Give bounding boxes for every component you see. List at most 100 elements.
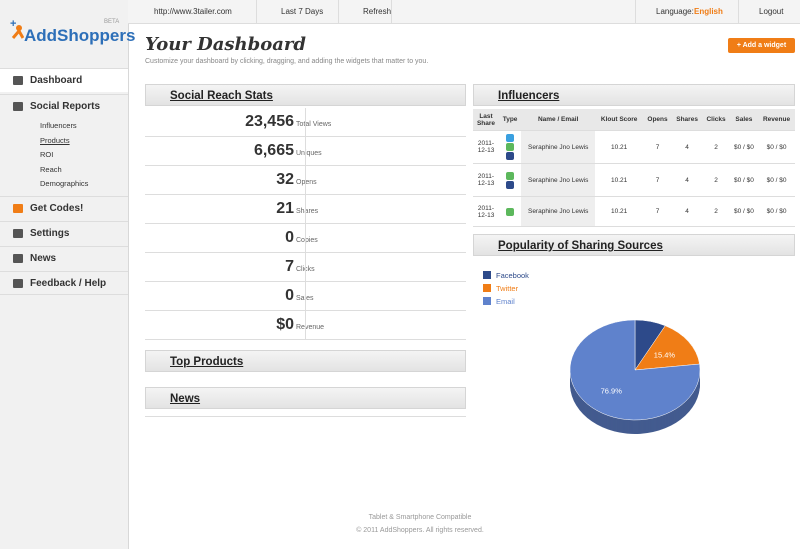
type-cell [499, 130, 522, 164]
nav-subitem[interactable]: Reach [40, 165, 62, 174]
svg-text:+: + [10, 18, 16, 30]
beta-badge: BETA [104, 19, 120, 25]
table-cell: $0 / $0 [758, 196, 795, 227]
panel-header: Top Products [145, 350, 466, 372]
type-icon [506, 171, 515, 180]
topbar: http://www.3tailer.com Last 7 Days Refre… [128, 0, 800, 24]
table-cell: 2 [702, 130, 730, 164]
table-cell: 10.21 [595, 163, 644, 197]
nav-subitem[interactable]: Influencers [40, 121, 77, 130]
stat-value: 6,665 [253, 142, 294, 159]
stat-label: Revenue [296, 324, 325, 331]
nav-item[interactable]: Settings [0, 221, 128, 245]
nav-item[interactable]: News [0, 246, 128, 270]
column-header: Klout Score [595, 109, 644, 131]
nav-icon [13, 204, 23, 213]
type-cell [499, 196, 522, 227]
table-cell: 2011-12-13 [473, 163, 499, 197]
table-cell: 10.21 [595, 130, 644, 164]
table-cell: 2 [702, 163, 730, 197]
nav-icon [13, 76, 23, 85]
stat-value: 32 [276, 171, 294, 188]
panel-header: Social Reach Stats [145, 84, 466, 106]
table-cell: $0 / $0 [729, 196, 759, 227]
nav-item[interactable]: Feedback / Help [0, 271, 128, 295]
column-header: Clicks [702, 109, 730, 131]
footer-text: © 2011 AddShoppers. All rights reserved. [356, 527, 484, 534]
table-cell: 4 [671, 196, 703, 227]
table-header-row: Last Share Type Name / Email Klout Score Ope… [473, 109, 795, 131]
table-cell: $0 / $0 [729, 130, 759, 164]
table-cell: 2 [702, 196, 730, 227]
site-url[interactable]: http://www.3tailer.com [154, 7, 232, 16]
divider [635, 0, 636, 23]
page-title: Your Dashboard [145, 34, 306, 55]
panel-header: Popularity of Sharing Sources [473, 234, 795, 256]
type-icon [506, 207, 515, 216]
table-cell: $0 / $0 [758, 163, 795, 197]
table-row: 2011-12-13 Seraphine Jno Lewis 10.21 7 4 2 $0 … [473, 163, 795, 197]
pie-slice [569, 319, 701, 421]
divider [738, 0, 739, 23]
column-header: Shares [671, 109, 703, 131]
divider [145, 416, 466, 417]
table-row: 2011-12-13 Seraphine Jno Lewis 10.21 7 4 2 $0 … [473, 196, 795, 227]
legend-label: Facebook [496, 271, 529, 280]
stat-label: Shares [296, 208, 319, 215]
stat-label: Opens [296, 179, 317, 186]
nav-icon [13, 229, 23, 238]
table-cell: 2011-12-13 [473, 196, 499, 227]
language[interactable]: English [694, 7, 723, 16]
column-header: Type [499, 109, 522, 131]
table-cell: 7 [643, 130, 672, 164]
table-row: 2011-12-13 Seraphine Jno Lewis 10.21 7 4 2 $0 … [473, 130, 795, 164]
pie-chart: Facebook Twitter Email 15.4% 76.9% [483, 271, 701, 434]
stat-value: $0 [276, 316, 294, 333]
language-label: Language: [656, 7, 694, 16]
influencers-table: Last Share Type Name / Email Klout Score Ope… [473, 109, 795, 227]
stat-value: 21 [276, 200, 294, 217]
footer-text: Tablet & Smartphone Compatible [368, 514, 472, 521]
column-header: Revenue [758, 109, 795, 131]
legend-label: Twitter [496, 284, 519, 293]
table-cell: 7 [643, 163, 672, 197]
logo: AddShoppers [24, 26, 136, 45]
type-cell [499, 163, 522, 197]
value-label: 15.4% [654, 350, 676, 359]
table-cell: $0 / $0 [729, 163, 759, 197]
divider [338, 0, 339, 23]
add-widget-button[interactable]: + Add a widget [728, 38, 795, 53]
column-header: Sales [729, 109, 759, 131]
stat-value: 7 [285, 258, 294, 275]
panel-header: Influencers [473, 84, 795, 106]
nav-subitem[interactable]: ROI [40, 150, 54, 159]
column-header: Name / Email [521, 109, 596, 131]
nav-item[interactable]: Get Codes! [0, 196, 128, 220]
divider [305, 108, 306, 340]
stat-label: Copies [296, 237, 318, 244]
nav-subitem[interactable]: Demographics [40, 179, 89, 188]
column-header: Opens [643, 109, 672, 131]
divider [256, 0, 257, 23]
legend-swatch [483, 284, 491, 292]
type-icon [506, 180, 515, 189]
legend-label: Email [496, 297, 515, 306]
nav-item[interactable]: Social Reports [0, 94, 128, 118]
logout[interactable]: Logout [759, 7, 784, 16]
table-cell: 7 [643, 196, 672, 227]
table-cell: 4 [671, 130, 703, 164]
table-cell: Seraphine Jno Lewis [521, 163, 596, 197]
table-cell: 10.21 [595, 196, 644, 227]
nav-subitem[interactable]: Products [40, 136, 70, 145]
table-cell: Seraphine Jno Lewis [521, 196, 596, 227]
stat-label: Uniques [296, 150, 322, 157]
legend-swatch [483, 297, 491, 305]
panel-header: News [145, 387, 466, 409]
date-range[interactable]: Last 7 Days [281, 7, 324, 16]
page-subtitle: Customize your dashboard by clicking, dr… [145, 58, 429, 65]
sidebar: + AddShoppers BETA Dashboard Social Repo… [0, 0, 135, 549]
refresh-button[interactable]: Refresh [363, 7, 392, 16]
type-icon [506, 134, 515, 142]
table-cell: $0 / $0 [758, 130, 795, 164]
